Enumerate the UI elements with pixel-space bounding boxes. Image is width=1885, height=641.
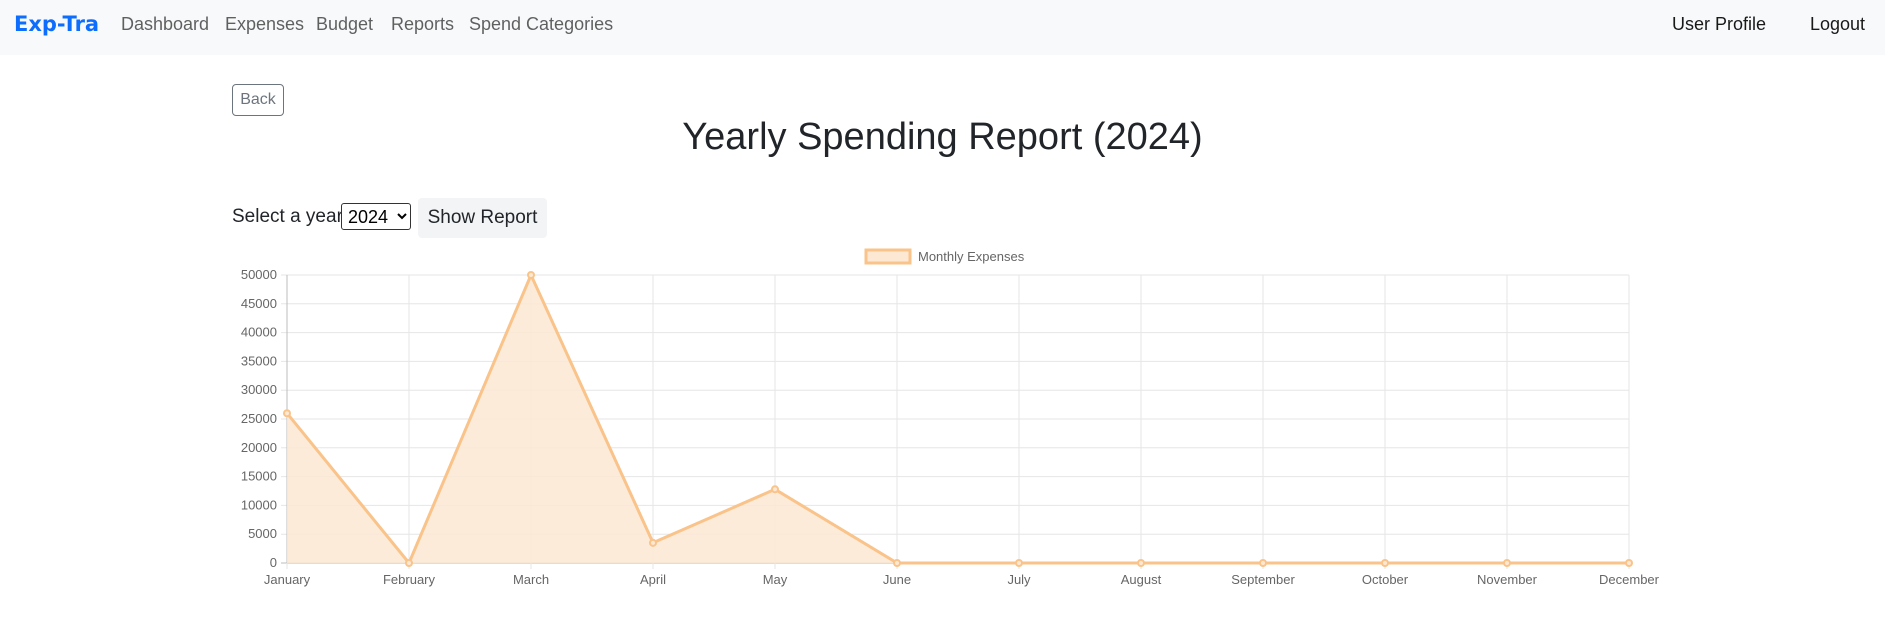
show-report-button[interactable]: Show Report [418,198,547,238]
y-tick-label: 35000 [241,353,277,368]
y-tick-label: 10000 [241,497,277,512]
data-point [893,559,901,567]
brand-logo[interactable]: Exp-Tra [14,12,100,36]
x-tick-label: January [264,572,311,587]
nav-budget[interactable]: Budget [316,14,374,34]
x-tick-label: August [1121,572,1162,587]
nav-expenses[interactable]: Expenses [225,14,305,34]
y-tick-label: 25000 [241,411,277,426]
x-tick-label: July [1007,572,1031,587]
data-point [527,271,535,279]
data-point [1381,559,1389,567]
x-tick-label: September [1231,572,1295,587]
x-tick-label: February [383,572,436,587]
y-tick-label: 5000 [248,526,277,541]
data-point [1015,559,1023,567]
series-line [285,273,1629,565]
nav-user-profile[interactable]: User Profile [1672,14,1767,34]
y-tick-label: 45000 [241,296,277,311]
data-point [1259,559,1267,567]
data-point [1503,559,1511,567]
legend-swatch [864,248,912,265]
x-tick-label: October [1362,572,1409,587]
x-tick-label: December [1599,572,1660,587]
y-tick-label: 50000 [241,267,277,282]
navbar: Exp-Tra Dashboard Expenses Budget Report… [0,0,1885,55]
data-point [1625,559,1633,567]
x-tick-label: June [883,572,911,587]
nav-dashboard[interactable]: Dashboard [121,14,210,34]
year-select-label: Select a year: [232,206,349,227]
nav-reports[interactable]: Reports [391,14,455,34]
data-point [771,485,779,494]
x-tick-label: May [763,572,788,587]
year-select[interactable]: 2024 [341,203,411,230]
y-tick-label: 40000 [241,325,277,340]
y-tick-label: 30000 [241,382,277,397]
series-area [287,275,1629,563]
data-point [649,538,657,547]
data-point [1137,559,1145,567]
y-tick-label: 15000 [241,469,277,484]
y-tick-label: 0 [270,555,277,570]
data-point [405,559,413,567]
nav-logout[interactable]: Logout [1810,14,1866,34]
nav-spend-categories[interactable]: Spend Categories [469,14,614,34]
x-tick-label: November [1477,572,1538,587]
y-tick-label: 20000 [241,440,277,455]
x-tick-label: March [513,572,549,587]
back-button[interactable]: Back [232,84,284,116]
data-point [283,409,291,418]
monthly-expenses-chart: 0 5000 10000 15000 20000 25000 30000 35000 40000… [241,248,1660,587]
legend-label: Monthly Expenses [918,249,1025,264]
page-title: Yearly Spending Report (2024) [682,116,1203,158]
x-tick-label: April [640,572,666,587]
